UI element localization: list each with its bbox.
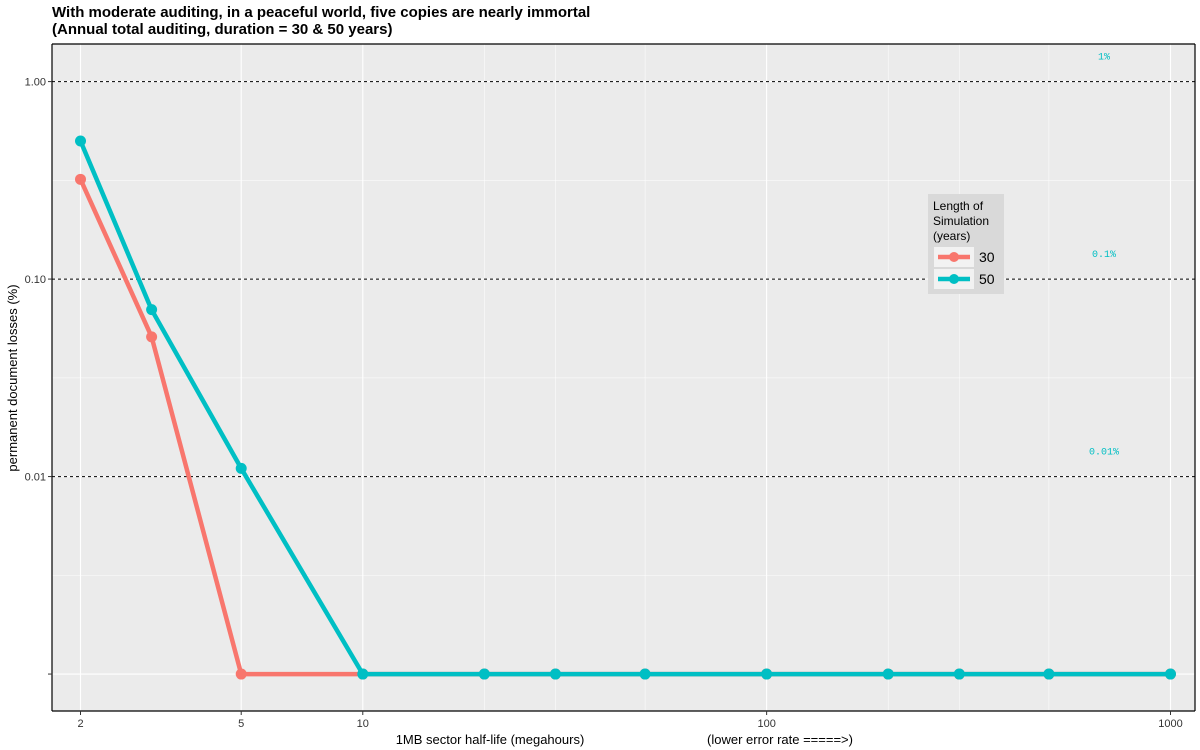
y-tick-label: 1.00 [25, 77, 46, 89]
chart-subtitle: (Annual total auditing, duration = 30 & … [52, 21, 393, 38]
x-tick-label: 5 [238, 718, 244, 730]
data-point-50 [235, 462, 247, 474]
data-point-50 [357, 668, 369, 680]
legend-title-line: Length of [933, 199, 984, 213]
data-point-50 [882, 668, 894, 680]
data-point-50 [761, 668, 773, 680]
y-tick-label: 0.10 [25, 274, 46, 286]
data-point-50 [478, 668, 490, 680]
x-axis-title: 1MB sector half-life (megahours) [396, 732, 585, 747]
data-point-50 [639, 668, 651, 680]
data-point-50 [146, 304, 158, 316]
series-layer [75, 135, 1176, 680]
reference-line-label: 0.1% [1092, 250, 1116, 261]
data-point-30 [75, 173, 87, 185]
x-tick-label: 10 [357, 718, 369, 730]
series-line-50 [78, 140, 1171, 677]
x-tick-label: 2 [77, 718, 83, 730]
data-point-50 [1164, 668, 1176, 680]
reference-line-label: 1% [1098, 53, 1110, 64]
y-axis-title: permanent document losses (%) [5, 284, 20, 471]
axes: 2 5 10 100 1000 0.01 0.10 1.00 [25, 43, 1196, 730]
chart-title: With moderate auditing, in a peaceful wo… [52, 4, 591, 21]
legend-key-point [949, 274, 959, 284]
x-tick-label: 1000 [1158, 718, 1182, 730]
data-point-50 [1043, 668, 1055, 680]
legend-key-point [949, 252, 959, 262]
x-axis-note: (lower error rate =====>) [707, 732, 853, 747]
reference-lines: 1% 0.1% 0.01% [52, 53, 1195, 478]
legend-title-line: (years) [933, 229, 970, 243]
x-tick-label: 100 [757, 718, 775, 730]
y-tick-label: 0.01 [25, 472, 46, 484]
legend-title-line: Simulation [933, 214, 989, 228]
reference-line-label: 0.01% [1089, 448, 1119, 459]
data-point-50 [953, 668, 965, 680]
chart-title-block: With moderate auditing, in a peaceful wo… [52, 4, 590, 38]
legend-label-50: 50 [979, 271, 995, 287]
data-point-50 [549, 668, 561, 680]
plot-panel [52, 44, 1195, 711]
data-point-30 [235, 668, 247, 680]
legend-label-30: 30 [979, 249, 995, 265]
data-point-50 [75, 135, 87, 147]
data-point-30 [146, 331, 158, 343]
